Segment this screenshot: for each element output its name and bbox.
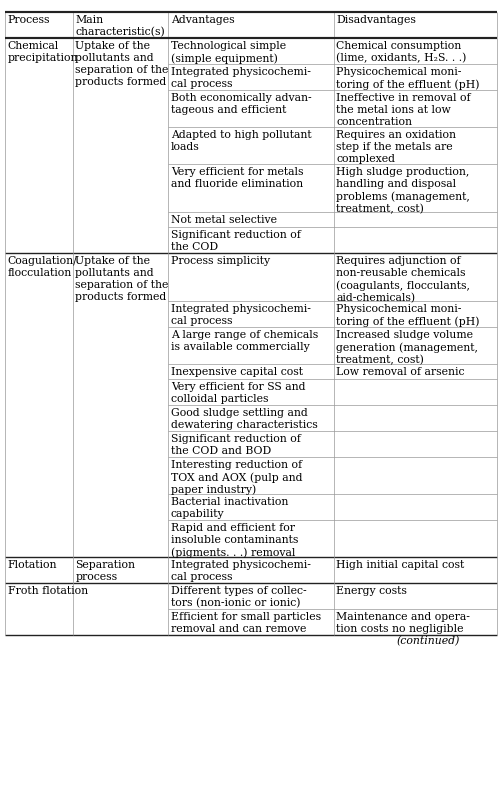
Text: (continued): (continued) [396, 637, 459, 647]
Text: Efficient for small particles
removal and can remove: Efficient for small particles removal an… [170, 612, 320, 634]
Text: Very efficient for SS and
colloidal particles: Very efficient for SS and colloidal part… [170, 382, 305, 404]
Text: Not metal selective: Not metal selective [170, 215, 276, 225]
Text: Interesting reduction of
TOX and AOX (pulp and
paper industry): Interesting reduction of TOX and AOX (pu… [170, 460, 302, 496]
Text: Very efficient for metals
and fluoride elimination: Very efficient for metals and fluoride e… [170, 167, 303, 189]
Text: Integrated physicochemi-
cal process: Integrated physicochemi- cal process [170, 560, 310, 582]
Text: Significant reduction of
the COD and BOD: Significant reduction of the COD and BOD [170, 434, 300, 456]
Text: A large range of chemicals
is available commercially: A large range of chemicals is available … [170, 330, 317, 352]
Text: Rapid and efficient for
insoluble contaminants
(pigments. . .) removal: Rapid and efficient for insoluble contam… [170, 523, 298, 558]
Text: Chemical consumption
(lime, oxidants, H₂S. . .): Chemical consumption (lime, oxidants, H₂… [336, 41, 466, 63]
Text: High initial capital cost: High initial capital cost [336, 560, 463, 570]
Text: Requires an oxidation
step if the metals are
complexed: Requires an oxidation step if the metals… [336, 130, 455, 164]
Text: Physicochemical moni-
toring of the effluent (pH): Physicochemical moni- toring of the effl… [336, 67, 479, 90]
Text: Inexpensive capital cost: Inexpensive capital cost [170, 367, 302, 377]
Text: Advantages: Advantages [170, 15, 234, 25]
Text: Process simplicity: Process simplicity [170, 256, 269, 266]
Text: High sludge production,
handling and disposal
problems (management,
treatment, c: High sludge production, handling and dis… [336, 167, 469, 214]
Text: Maintenance and opera-
tion costs no negligible: Maintenance and opera- tion costs no neg… [336, 612, 469, 634]
Text: Integrated physicochemi-
cal process: Integrated physicochemi- cal process [170, 67, 310, 89]
Text: Requires adjunction of
non-reusable chemicals
(coagulants, flocculants,
aid-chem: Requires adjunction of non-reusable chem… [336, 256, 469, 303]
Text: Uptake of the
pollutants and
separation of the
products formed: Uptake of the pollutants and separation … [75, 41, 168, 87]
Text: Energy costs: Energy costs [336, 586, 406, 596]
Text: Froth flotation: Froth flotation [8, 586, 88, 596]
Text: Both economically advan-
tageous and efficient: Both economically advan- tageous and eff… [170, 93, 311, 115]
Text: Significant reduction of
the COD: Significant reduction of the COD [170, 230, 300, 252]
Text: Process: Process [8, 15, 50, 25]
Text: Chemical
precipitation: Chemical precipitation [8, 41, 78, 63]
Text: Ineffective in removal of
the metal ions at low
concentration: Ineffective in removal of the metal ions… [336, 93, 470, 127]
Text: Bacterial inactivation
capability: Bacterial inactivation capability [170, 497, 288, 519]
Text: Adapted to high pollutant
loads: Adapted to high pollutant loads [170, 130, 311, 152]
Text: Main
characteristic(s): Main characteristic(s) [75, 15, 165, 37]
Text: Disadvantages: Disadvantages [336, 15, 415, 25]
Text: Low removal of arsenic: Low removal of arsenic [336, 367, 464, 377]
Text: Technological simple
(simple equipment): Technological simple (simple equipment) [170, 41, 285, 64]
Text: Coagulation/
flocculation: Coagulation/ flocculation [8, 256, 77, 278]
Text: Good sludge settling and
dewatering characteristics: Good sludge settling and dewatering char… [170, 408, 317, 430]
Text: Flotation: Flotation [8, 560, 57, 570]
Text: Different types of collec-
tors (non-ionic or ionic): Different types of collec- tors (non-ion… [170, 586, 306, 608]
Text: Separation
process: Separation process [75, 560, 135, 582]
Text: Integrated physicochemi-
cal process: Integrated physicochemi- cal process [170, 304, 310, 326]
Text: Physicochemical moni-
toring of the effluent (pH): Physicochemical moni- toring of the effl… [336, 304, 479, 327]
Text: Uptake of the
pollutants and
separation of the
products formed: Uptake of the pollutants and separation … [75, 256, 168, 302]
Text: Increased sludge volume
generation (management,
treatment, cost): Increased sludge volume generation (mana… [336, 330, 477, 365]
